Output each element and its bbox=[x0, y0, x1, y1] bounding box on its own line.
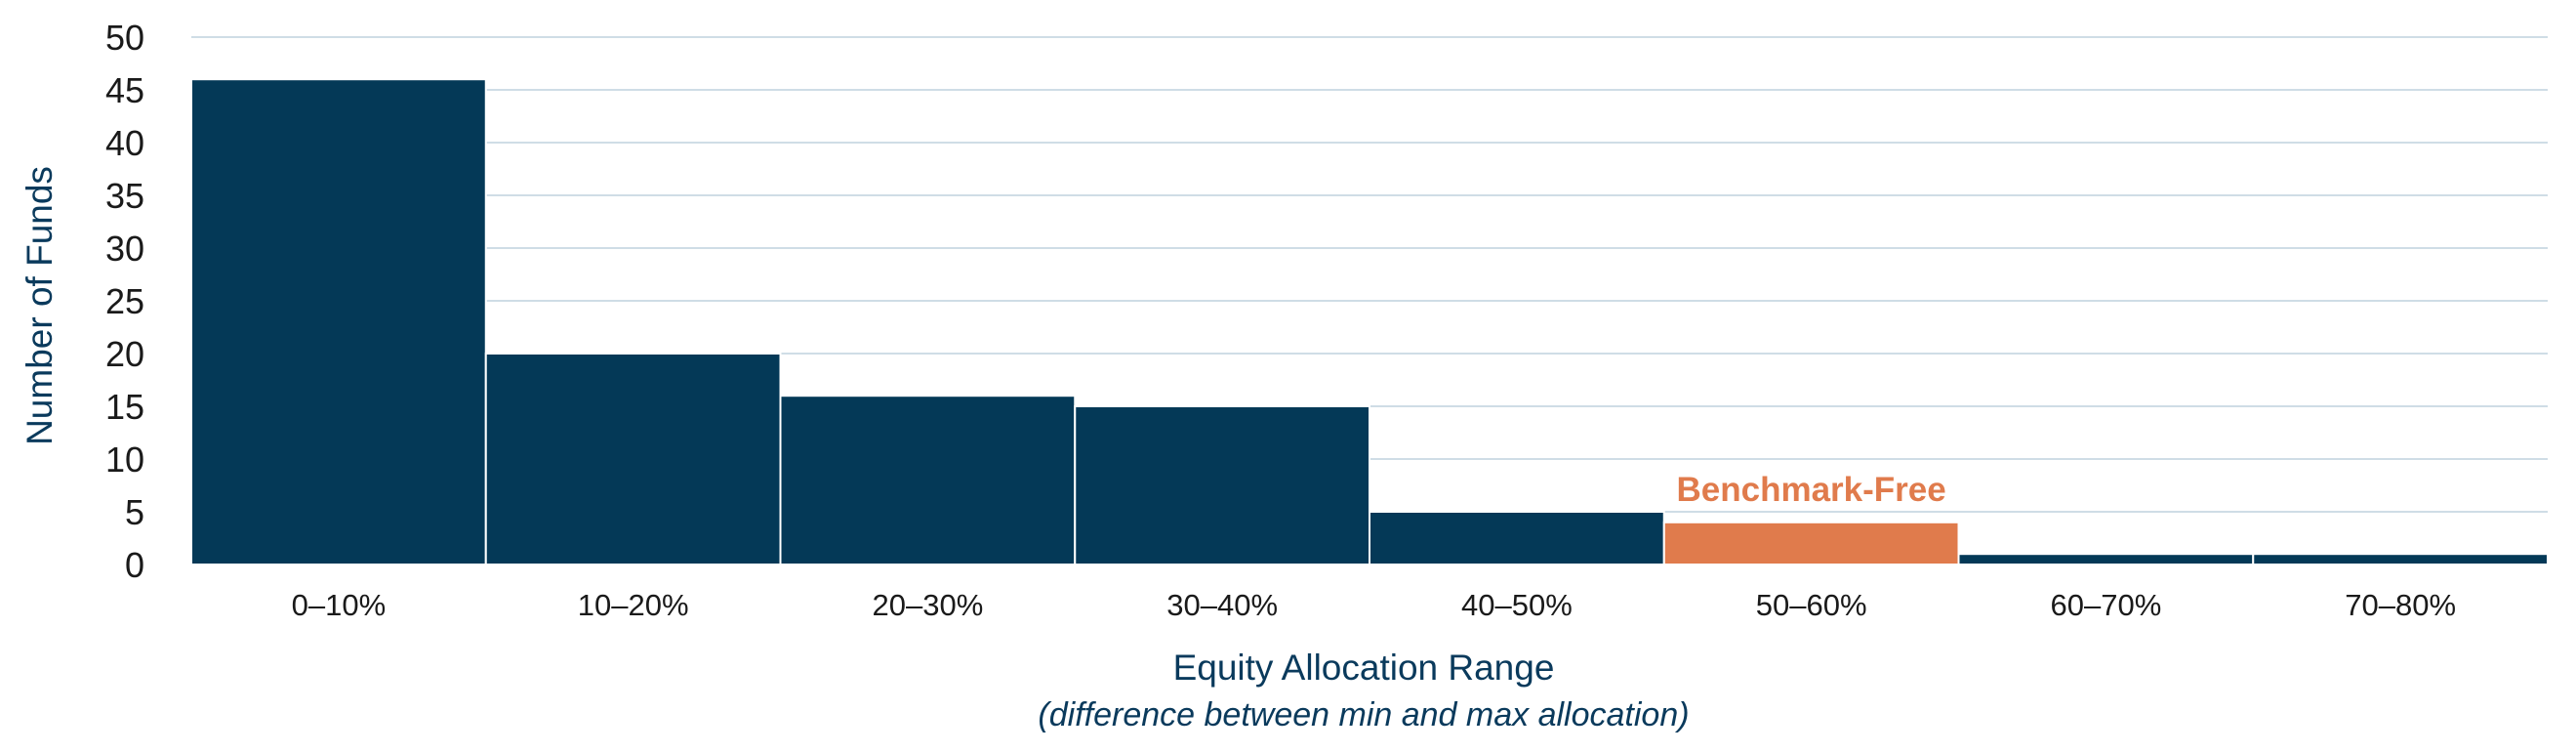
benchmark-free-annotation: Benchmark-Free bbox=[1677, 471, 1946, 509]
y-tick-40: 40 bbox=[105, 123, 144, 163]
bars bbox=[190, 78, 2549, 566]
x-tick-labels: 0–10% 10–20% 20–30% 30–40% 40–50% 50–60% 60–70… bbox=[292, 588, 2456, 622]
x-tick-30–40%: 30–40% bbox=[1166, 588, 1278, 622]
x-tick-20–30%: 20–30% bbox=[872, 588, 983, 622]
y-tick-25: 25 bbox=[105, 281, 144, 321]
y-tick-10: 10 bbox=[105, 439, 144, 480]
bar-20–30% bbox=[779, 395, 1077, 566]
x-axis-sublabel: (difference between min and max allocati… bbox=[1038, 696, 1689, 733]
y-axis-label: Number of Funds bbox=[20, 166, 60, 445]
y-tick-5: 5 bbox=[125, 492, 144, 532]
x-tick-60–70%: 60–70% bbox=[2050, 588, 2161, 622]
x-tick-0–10%: 0–10% bbox=[292, 588, 387, 622]
y-tick-30: 30 bbox=[105, 229, 144, 269]
x-axis-label: Equity Allocation Range bbox=[1173, 648, 1555, 688]
bar-0–10% bbox=[190, 78, 487, 565]
y-tick-50: 50 bbox=[105, 18, 144, 58]
y-tick-45: 45 bbox=[105, 70, 144, 110]
x-tick-10–20%: 10–20% bbox=[578, 588, 689, 622]
x-tick-70–80%: 70–80% bbox=[2345, 588, 2456, 622]
bar-50–60% bbox=[1662, 521, 1960, 565]
bar-70–80% bbox=[2252, 553, 2549, 566]
y-tick-35: 35 bbox=[105, 176, 144, 216]
bar-30–40% bbox=[1074, 405, 1370, 565]
x-tick-40–50%: 40–50% bbox=[1461, 588, 1573, 622]
y-tick-0: 0 bbox=[125, 545, 144, 585]
y-tick-labels: 0 5 10 15 20 25 30 35 40 45 50 bbox=[105, 18, 144, 585]
x-tick-50–60%: 50–60% bbox=[1756, 588, 1867, 622]
bar-60–70% bbox=[1957, 553, 2255, 566]
y-tick-20: 20 bbox=[105, 334, 144, 374]
bar-10–20% bbox=[484, 353, 782, 565]
bar-40–50% bbox=[1369, 511, 1665, 565]
y-tick-15: 15 bbox=[105, 387, 144, 427]
